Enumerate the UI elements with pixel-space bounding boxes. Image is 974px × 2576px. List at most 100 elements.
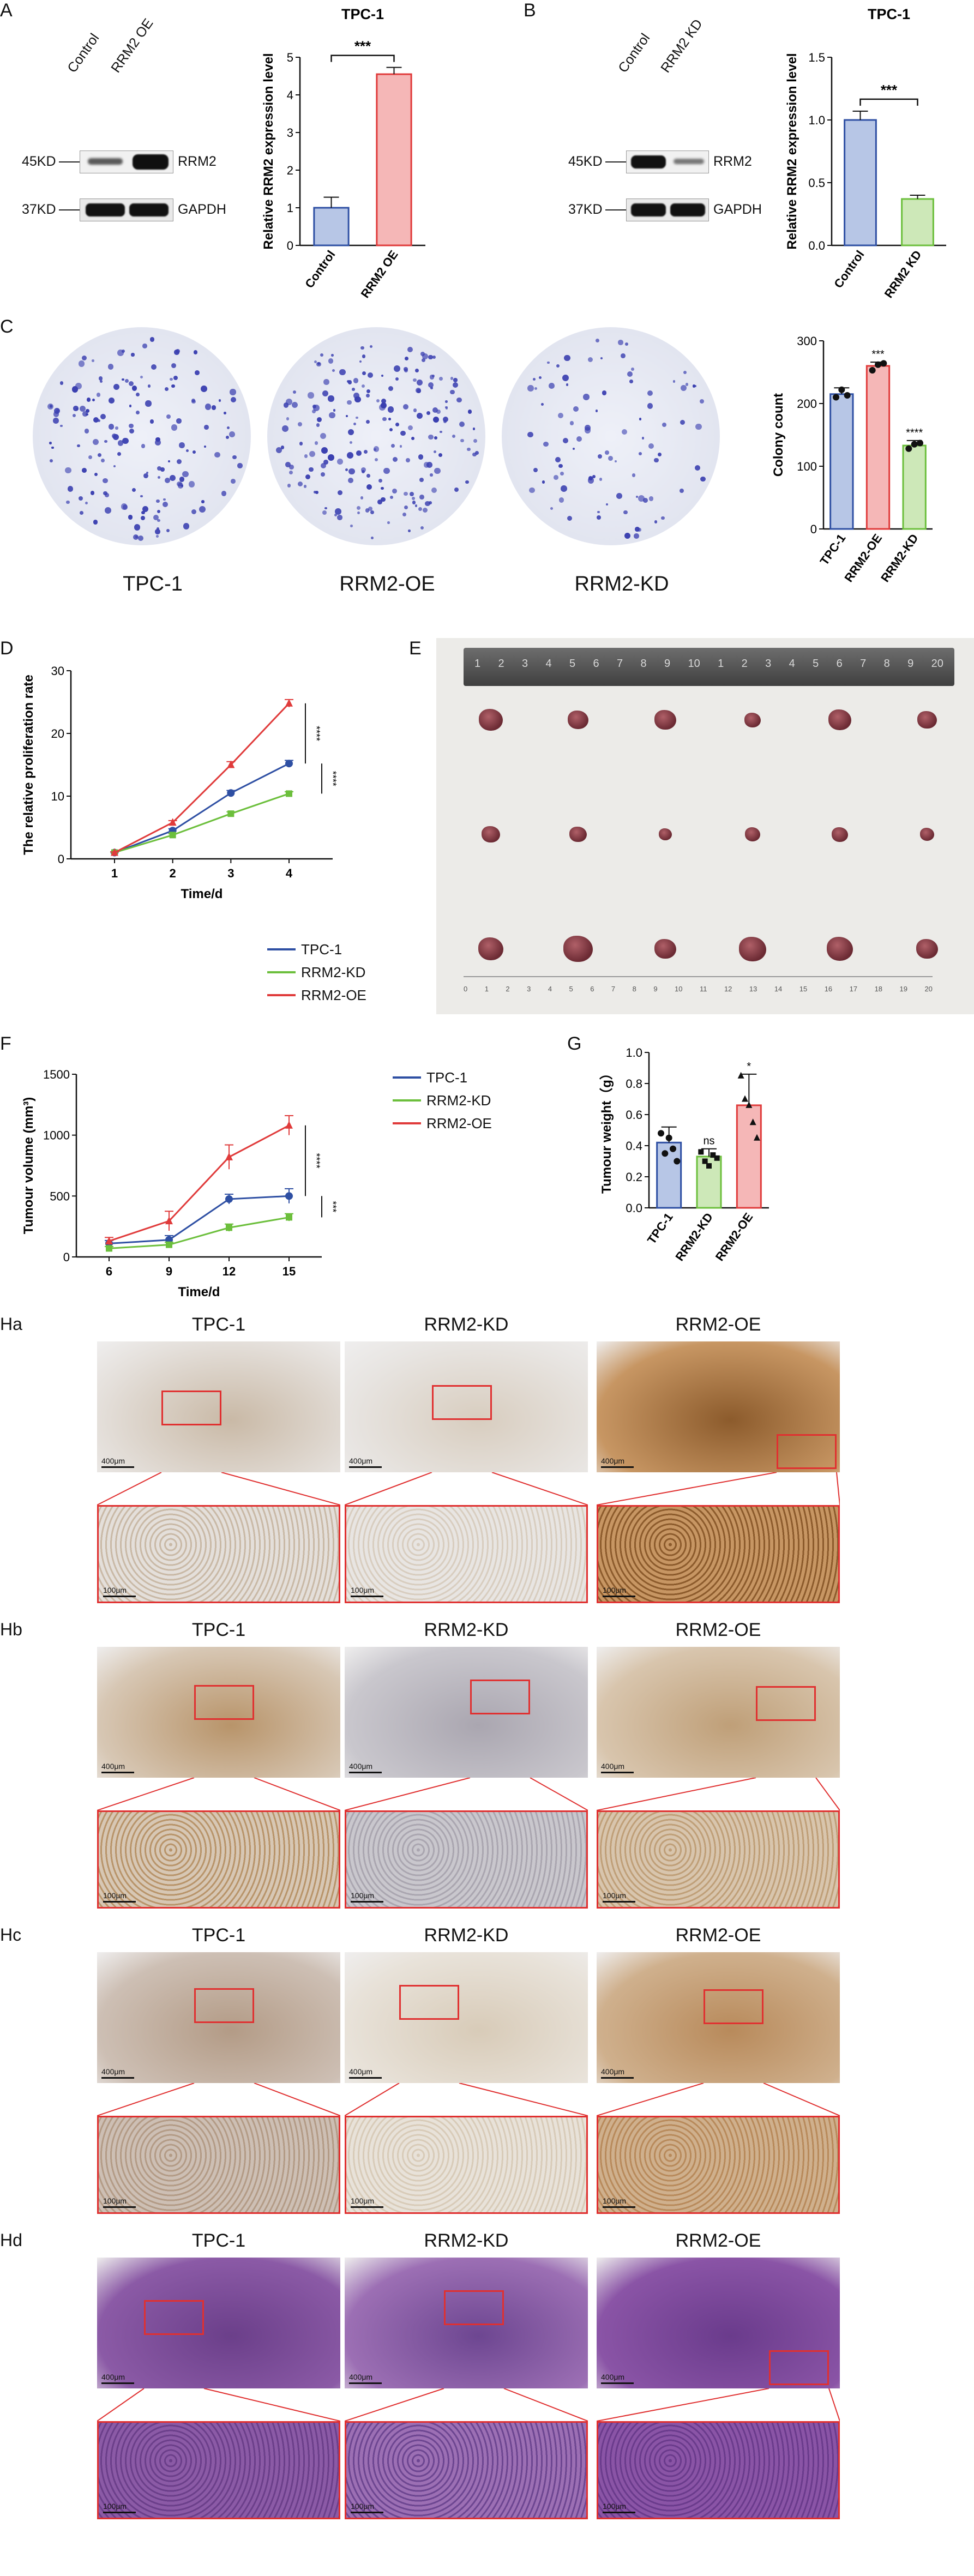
data-point: [226, 1224, 232, 1231]
colony-dot: [50, 459, 53, 462]
colony-dot: [145, 400, 152, 407]
colony-dot: [214, 452, 220, 458]
scale-bar-line: [601, 2382, 634, 2384]
zoom-connector-line: [597, 2083, 704, 2116]
colony-dot: [134, 524, 141, 531]
tumour: [832, 827, 848, 842]
ruler-number: 9: [653, 985, 658, 993]
colony-dot: [426, 461, 432, 468]
colony-dot: [135, 410, 140, 415]
ihc-low-mag-image: 400μm: [597, 1952, 840, 2083]
scale-bar-label: 400μm: [349, 1762, 373, 1771]
colony-dot: [314, 441, 318, 445]
ruler-number: 4: [545, 658, 552, 670]
zoom-box: [444, 2290, 504, 2325]
colony-dot: [443, 420, 447, 423]
tumour: [744, 712, 761, 727]
bar: [313, 207, 350, 246]
colony-dot: [561, 485, 567, 492]
scale-bar-line: [351, 2206, 383, 2208]
colony-dot: [370, 536, 374, 540]
colony-dot: [558, 412, 564, 418]
data-point: [742, 1095, 748, 1102]
colony-dot: [550, 507, 553, 510]
colony-dot: [104, 440, 107, 443]
colony-dot: [592, 475, 596, 479]
colony-dot: [420, 526, 424, 529]
steel-ruler: 1 2 3 4 5 6 7 8 9 10 1 2 3 4 5 6 7 8 9 20: [464, 648, 954, 686]
colony-dot: [60, 424, 63, 428]
colony-dot: [360, 496, 363, 499]
series-line: [109, 1195, 290, 1244]
y-tick-label: 0.2: [626, 1170, 642, 1184]
panel-label-f: F: [0, 1033, 11, 1054]
zoom-connector-line: [203, 2388, 340, 2421]
scale-bar-line: [351, 2512, 383, 2513]
colony-dot: [67, 486, 74, 492]
blot-band: [631, 203, 666, 216]
scale-bar-line: [603, 1596, 635, 1597]
colony-dot: [166, 528, 170, 533]
data-point: [833, 394, 839, 401]
x-tick-label: 1: [111, 866, 118, 880]
colony-dot: [230, 397, 236, 403]
colony-dot: [658, 452, 662, 456]
ruler-number: 16: [824, 985, 833, 993]
colony-dot: [170, 475, 176, 481]
data-point: [227, 789, 235, 797]
series-line: [114, 762, 290, 853]
colony-dot: [170, 377, 173, 381]
bar: [829, 393, 854, 530]
colony-dot: [155, 439, 161, 446]
colony-dishes: [33, 327, 742, 567]
blot-band: [670, 203, 705, 216]
scale-bar-label: 400μm: [601, 1762, 625, 1771]
scale-bar-label: 400μm: [601, 2067, 625, 2076]
colony-dot: [635, 495, 638, 498]
data-point: [658, 1130, 664, 1137]
y-tick-label: 0: [810, 522, 817, 536]
colony-dot: [355, 416, 358, 419]
colony-dot: [328, 395, 334, 402]
data-point: [286, 1214, 292, 1221]
ihc-high-mag-image: 100μm: [97, 2421, 340, 2519]
colony-dot: [362, 354, 366, 358]
colony-dot: [662, 422, 667, 427]
colony-dot: [450, 389, 455, 395]
colony-dot: [90, 491, 95, 496]
tumour: [569, 826, 587, 842]
data-point: [662, 1150, 669, 1157]
scale-bar: 100μm: [103, 1586, 136, 1597]
colony-dot: [122, 437, 129, 444]
colony-dot: [460, 438, 464, 443]
colony-dot: [105, 493, 109, 497]
zoom-connector: [97, 1778, 340, 1810]
colony-dot: [529, 487, 535, 493]
ruler-number: 6: [593, 658, 599, 670]
colony-dot: [654, 458, 659, 463]
data-point: [706, 1163, 712, 1169]
scale-bar-label: 400μm: [101, 2067, 125, 2076]
colony-dot: [156, 499, 160, 503]
colony-dot: [347, 380, 352, 385]
bar: [376, 73, 412, 246]
colony-dot: [105, 507, 111, 514]
zoom-box: [756, 1686, 816, 1721]
zoom-connector-line: [828, 2388, 840, 2421]
colony-dot: [332, 369, 335, 372]
legend-swatch-icon: [267, 971, 296, 973]
colony-dot: [160, 467, 165, 472]
colony-dot: [357, 511, 360, 514]
zoom-connector-line: [345, 1778, 471, 1810]
colony-dot: [157, 510, 160, 513]
colony-dot: [392, 488, 398, 493]
colony-dot: [627, 371, 633, 377]
colony-dot: [634, 527, 640, 532]
tumour: [563, 935, 593, 962]
legend-label: RRM2-KD: [301, 964, 366, 980]
y-tick-label: 0.8: [626, 1077, 642, 1091]
ruler-number: 17: [849, 985, 858, 993]
colony-dot: [637, 528, 641, 532]
colony-dot: [661, 516, 665, 520]
colony-dot: [700, 476, 706, 482]
